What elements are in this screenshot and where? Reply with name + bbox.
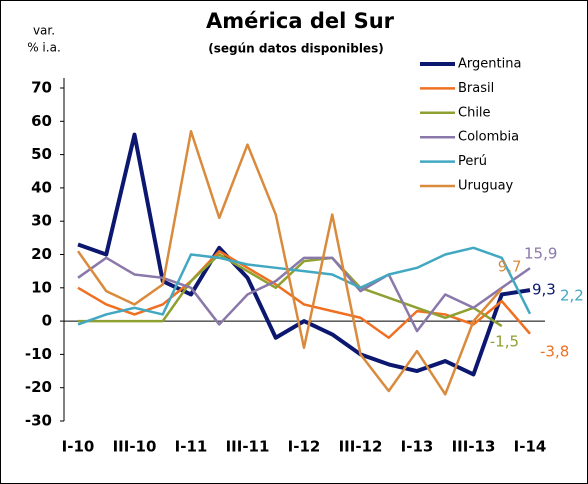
y-tick-label: -20	[25, 378, 52, 396]
y-tick-label: 50	[31, 145, 52, 163]
y-tick-label: 40	[31, 178, 52, 196]
series-line	[77, 132, 531, 377]
y-tick-label: 60	[31, 112, 52, 130]
x-tick-label: III-13	[452, 438, 496, 456]
x-tick-label: I-12	[288, 438, 321, 456]
legend-label: Chile	[458, 105, 491, 120]
y-tick-label: 10	[31, 278, 52, 296]
chart-subtitle: (según datos disponibles)	[208, 42, 383, 56]
value-label: 2,2	[560, 286, 584, 304]
legend-label: Brasil	[458, 81, 494, 96]
x-tick-label: III-12	[339, 438, 383, 456]
value-label: -3,8	[540, 342, 569, 360]
y-axis-label: var.	[33, 24, 55, 38]
x-tick-label: I-13	[401, 438, 434, 456]
legend-label: Perú	[458, 154, 487, 169]
x-tick-label: I-10	[62, 438, 95, 456]
x-tick-label: III-10	[113, 438, 157, 456]
y-tick-label: 20	[31, 245, 52, 263]
series-line	[77, 256, 531, 333]
y-axis-label: % i.a.	[27, 41, 61, 55]
value-label: 9,7	[498, 257, 522, 275]
y-tick-label: 30	[31, 212, 52, 230]
x-tick-label: III-11	[226, 438, 270, 456]
value-label: 9,3	[532, 281, 556, 299]
legend-label: Colombia	[458, 130, 519, 145]
x-tick-label: I-14	[514, 438, 547, 456]
series-line	[76, 130, 503, 396]
x-tick-label: I-11	[175, 438, 208, 456]
chart-title: América del Sur	[206, 9, 395, 33]
y-tick-label: -30	[25, 412, 52, 430]
series-line	[77, 249, 531, 339]
y-tick-label: 70	[31, 79, 52, 97]
y-tick-label: 0	[42, 312, 52, 330]
legend-label: Uruguay	[458, 179, 514, 194]
y-tick-label: -10	[25, 345, 52, 363]
legend-label: Argentina	[458, 57, 521, 72]
series-line	[77, 246, 532, 326]
value-label: -1,5	[490, 333, 519, 351]
value-label: 15,9	[524, 245, 557, 263]
